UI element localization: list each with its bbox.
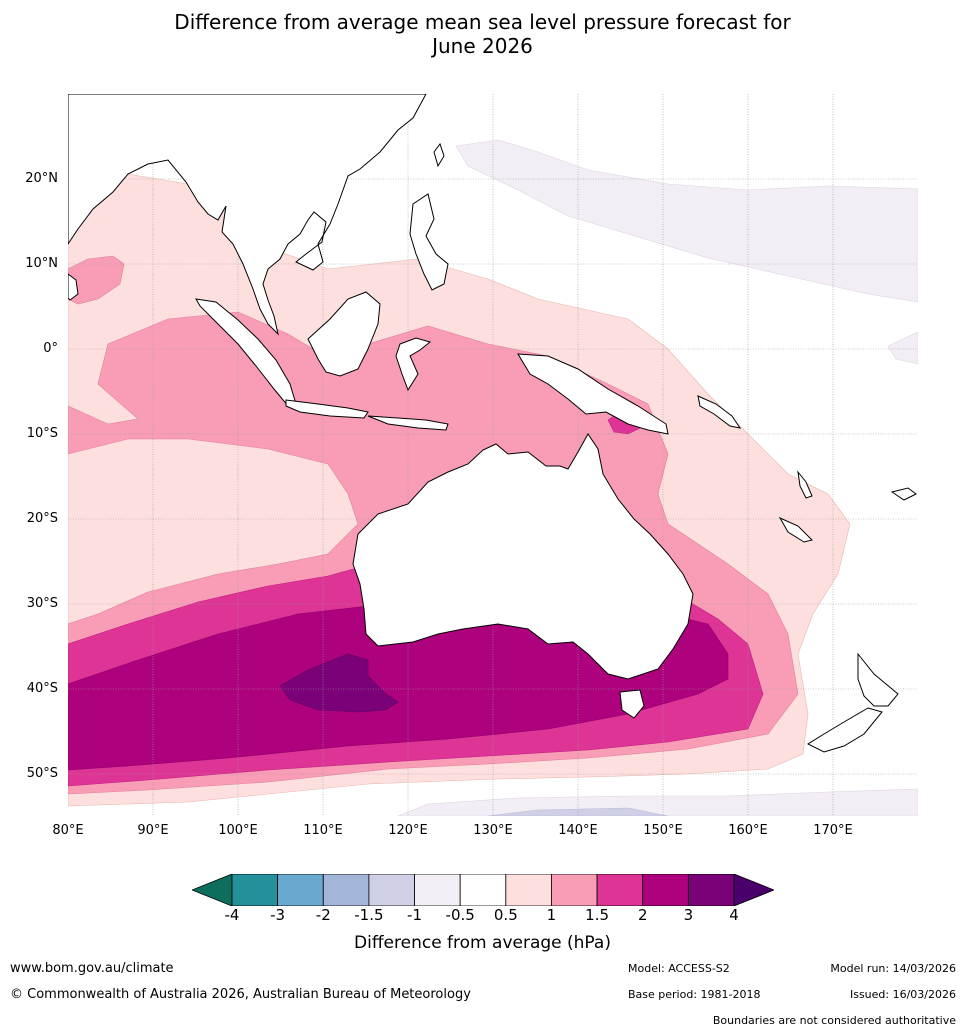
longitude-label-lon-150e: 150°E [643, 823, 683, 838]
colorbar-tick-6: 0.5 [493, 906, 518, 924]
footer-copyright: © Commonwealth of Australia 2026, Austra… [10, 987, 471, 1002]
longitude-label-lon-120e: 120°E [388, 823, 428, 838]
anomaly-neg-south [397, 788, 918, 816]
colorbar-tick-8: 1.5 [585, 906, 610, 924]
new-zealand-south-island [806, 707, 883, 753]
latitude-label-lat-50s: 50°S [26, 765, 58, 781]
footer-issued: Issued: 16/03/2026 [849, 988, 956, 1001]
colorbar-tick-1: -3 [270, 906, 286, 924]
lesser-sunda-islands [367, 415, 449, 431]
colorbar-extend-high [733, 874, 774, 906]
vanuatu-islands [797, 470, 813, 499]
longitude-label-lon-140e: 140°E [558, 823, 598, 838]
colorbar-box-2 [322, 874, 370, 906]
footer-model: Model: ACCESS-S2 [628, 962, 730, 975]
pressure-anomaly-map [68, 94, 918, 816]
colorbar-box-10 [687, 874, 735, 906]
new-caledonia-island [778, 516, 813, 543]
latitude-label-lat-0: 0° [43, 340, 58, 356]
longitude-label-lon-110e: 110°E [303, 823, 343, 838]
java-island [285, 399, 369, 419]
tasmania-island [619, 689, 645, 719]
new-zealand-north-island [857, 652, 899, 707]
new-guinea-island [517, 353, 669, 435]
colorbar-tick-9: 2 [637, 906, 648, 924]
latitude-label-lat-10s: 10°S [26, 425, 58, 441]
colorbar-box-7 [551, 874, 598, 906]
anomaly-3-4 [279, 653, 399, 713]
australia-mainland [352, 433, 694, 680]
latitude-label-lat-20s: 20°S [26, 510, 58, 526]
colorbar-tick-0: -4 [224, 906, 240, 924]
taiwan-island [433, 142, 445, 168]
chart-title: Difference from average mean sea level p… [0, 10, 965, 58]
solomon-islands [697, 395, 742, 429]
colorbar-box-8 [596, 874, 644, 906]
colorbar-box-4 [414, 874, 461, 906]
map-svg [68, 94, 918, 816]
longitude-label-lon-90e: 90°E [137, 823, 169, 838]
colorbar-tick-10: 3 [683, 906, 694, 924]
colorbar-tick-7: 1 [546, 906, 557, 924]
colorbar-tick-3: -1.5 [354, 906, 384, 924]
colorbar-label: Difference from average (hPa) [354, 933, 611, 953]
title-line-2: June 2026 [432, 34, 533, 58]
colorbar-box-6 [505, 874, 552, 906]
longitude-label-lon-160e: 160°E [728, 823, 768, 838]
footer-disclaimer: Boundaries are not considered authoritat… [712, 1014, 956, 1027]
anomaly-neg-east [887, 331, 918, 365]
colorbar-box-1 [277, 874, 324, 906]
coastlines [68, 94, 917, 753]
sulawesi-island [395, 337, 432, 392]
colorbar-box-9 [642, 874, 689, 906]
footer-website: www.bom.gov.au/climate [10, 961, 174, 976]
longitude-label-lon-130e: 130°E [473, 823, 513, 838]
latitude-label-lat-10n: 10°N [25, 255, 58, 271]
colorbar-extend-low [192, 874, 233, 906]
colorbar-box-3 [368, 874, 415, 906]
title-line-1: Difference from average mean sea level p… [174, 10, 791, 34]
fiji-islands [890, 487, 917, 501]
borneo-island [307, 291, 381, 377]
asia-mainland [68, 94, 427, 336]
sri-lanka-island [68, 273, 79, 301]
longitude-label-lon-170e: 170°E [813, 823, 853, 838]
colorbar-tick-2: -2 [315, 906, 331, 924]
footer-model-run: Model run: 14/03/2026 [830, 962, 956, 975]
colorbar-tick-5: -0.5 [445, 906, 475, 924]
latitude-label-lat-20n: 20°N [25, 170, 58, 186]
longitude-label-lon-100e: 100°E [218, 823, 258, 838]
anomaly-1-1.5-north [68, 255, 125, 305]
colorbar [192, 874, 774, 906]
colorbar-box-5 [459, 874, 507, 906]
philippines-islands [409, 193, 449, 291]
longitude-label-lon-80e: 80°E [52, 823, 84, 838]
colorbar-box-0 [231, 874, 279, 906]
latitude-label-lat-40s: 40°S [26, 680, 58, 696]
colorbar-tick-11: 4 [729, 906, 739, 924]
footer-base-period: Base period: 1981-2018 [628, 988, 761, 1001]
anomaly-neg-north [455, 139, 918, 303]
latitude-label-lat-30s: 30°S [26, 595, 58, 611]
colorbar-tick-4: -1 [407, 906, 423, 924]
